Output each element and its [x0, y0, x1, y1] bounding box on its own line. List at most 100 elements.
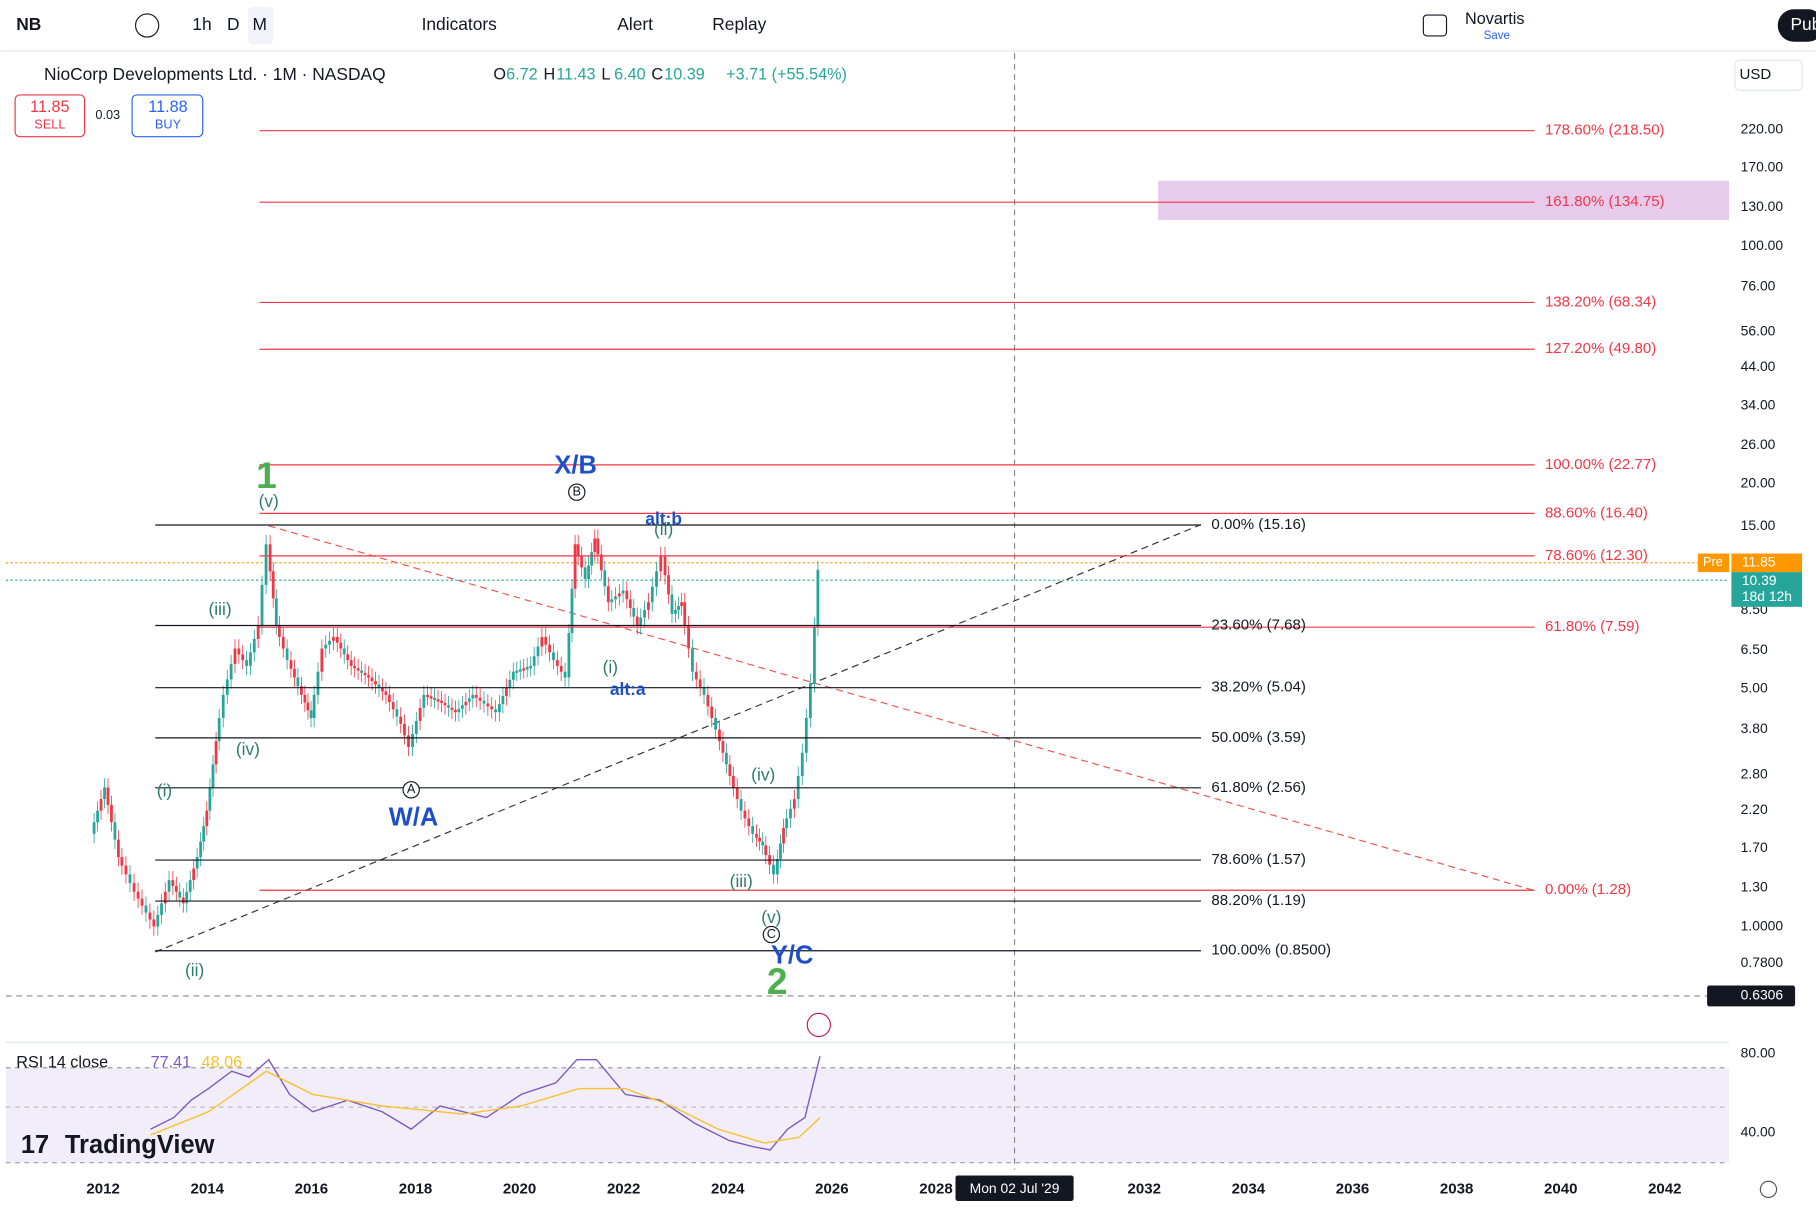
candle-body	[674, 609, 677, 614]
candle-body	[603, 570, 607, 587]
candle-body	[552, 652, 555, 661]
candle-body	[274, 598, 278, 626]
candle-body	[312, 694, 316, 719]
candle-body	[536, 646, 540, 657]
candle-body	[576, 544, 580, 556]
candle-body	[377, 684, 381, 688]
fib-extension-label: 88.60% (16.40)	[1545, 504, 1648, 521]
candle-body	[328, 640, 331, 645]
candle-body	[252, 638, 256, 653]
ohlc-key: L	[601, 66, 610, 84]
candle-body	[522, 668, 526, 671]
publish-label[interactable]: Pub	[1790, 14, 1816, 34]
candle-body	[342, 648, 346, 655]
candle-body	[407, 735, 410, 747]
candle-body	[271, 571, 275, 599]
candle-body	[436, 699, 440, 702]
candle-body	[199, 841, 203, 857]
candle-body	[99, 799, 103, 811]
wave-label: (i)	[157, 781, 172, 801]
fib-retracement-label: 100.00% (0.8500)	[1211, 942, 1331, 959]
layout-name[interactable]: Novartis	[1465, 10, 1524, 28]
fib-extension-label: 78.60% (12.30)	[1545, 547, 1648, 564]
price-axis-label: 3.80	[1741, 720, 1768, 736]
candle-body	[478, 697, 482, 701]
fib-extension-label: 178.60% (218.50)	[1545, 122, 1665, 139]
alert-button[interactable]: Alert	[617, 14, 653, 34]
wave-label: Y/C	[771, 941, 813, 969]
candle-body	[518, 669, 522, 672]
event-icon[interactable]	[806, 1012, 831, 1038]
interval[interactable]: M	[253, 14, 267, 34]
candle-body	[418, 707, 422, 721]
add-icon[interactable]	[134, 13, 160, 38]
symbol[interactable]: NB	[16, 14, 41, 34]
publish-button[interactable]	[1777, 9, 1816, 42]
candle-body	[540, 636, 544, 647]
price-candles	[92, 529, 820, 936]
price-axis-label: 34.00	[1741, 396, 1776, 412]
price-axis-label: 1.0000	[1741, 917, 1784, 933]
candle-body	[792, 799, 796, 809]
buy-label[interactable]: BUY	[155, 116, 182, 131]
rsi-band	[5, 1067, 1730, 1163]
price-axis-label: 5.00	[1741, 680, 1768, 696]
candle-body	[718, 729, 721, 742]
candle-body	[515, 670, 519, 673]
candle-body	[192, 868, 196, 881]
wave-label: (v)	[259, 491, 279, 511]
candle-body	[181, 897, 185, 904]
candle-body	[764, 845, 768, 856]
wave-label: (iii)	[730, 871, 753, 891]
candle-body	[596, 538, 600, 555]
candle-body	[356, 668, 360, 671]
candle-body	[367, 675, 370, 678]
wave-label: W/A	[389, 804, 439, 832]
candle-body	[808, 683, 812, 719]
rsi-label: RSI 14 close	[16, 1053, 108, 1071]
candle-body	[260, 584, 264, 626]
price-axis-label: 44.00	[1741, 358, 1776, 374]
buy-button[interactable]	[131, 94, 204, 138]
candle-body	[610, 599, 614, 603]
ohlc-value: 6.72	[506, 66, 538, 84]
candle-body	[360, 670, 364, 673]
settings-icon[interactable]	[1759, 1180, 1778, 1199]
candle-body	[306, 702, 310, 711]
sell-button[interactable]	[14, 94, 86, 138]
candle-body	[353, 665, 357, 669]
crosshair-price-tag	[1707, 985, 1796, 1007]
candle-body	[403, 723, 406, 736]
currency[interactable]: USD	[1740, 66, 1772, 83]
candle-body	[482, 700, 486, 704]
fib-retracement-label: 0.00% (15.16)	[1211, 516, 1306, 533]
buy-price[interactable]: 11.88	[148, 98, 187, 116]
rsi-ma-value: 48.06	[202, 1053, 243, 1071]
wave-circle	[762, 925, 781, 944]
candle-body	[474, 694, 478, 698]
indicators-button[interactable]: Indicators	[422, 14, 498, 34]
crosshair-date: Mon 02 Jul '29	[970, 1180, 1060, 1196]
candle-body	[237, 648, 241, 655]
time-axis-label: 2012	[86, 1180, 119, 1197]
interval[interactable]: 1h	[192, 14, 211, 34]
fib-retracement-label: 78.60% (1.57)	[1211, 851, 1306, 868]
wave-label: (ii)	[654, 519, 673, 539]
ohlc-value: 11.43	[556, 66, 595, 84]
icon[interactable]	[1422, 14, 1448, 37]
candle-body	[281, 636, 285, 649]
ohlc-value: 10.39	[664, 66, 705, 84]
sell-price[interactable]: 11.85	[30, 98, 69, 116]
sell-label[interactable]: SELL	[34, 116, 65, 131]
candle-body	[670, 594, 674, 614]
logo-mark: 17	[21, 1131, 49, 1159]
candle-body	[256, 625, 260, 639]
candle-body	[320, 648, 324, 672]
candle-body	[691, 648, 694, 672]
candle-body	[110, 804, 113, 823]
interval[interactable]: D	[227, 14, 240, 34]
replay-button[interactable]: Replay	[712, 14, 766, 34]
currency-button[interactable]	[1734, 59, 1803, 91]
price-axis-label: 20.00	[1741, 475, 1776, 491]
time-axis-label: 2016	[295, 1180, 328, 1197]
